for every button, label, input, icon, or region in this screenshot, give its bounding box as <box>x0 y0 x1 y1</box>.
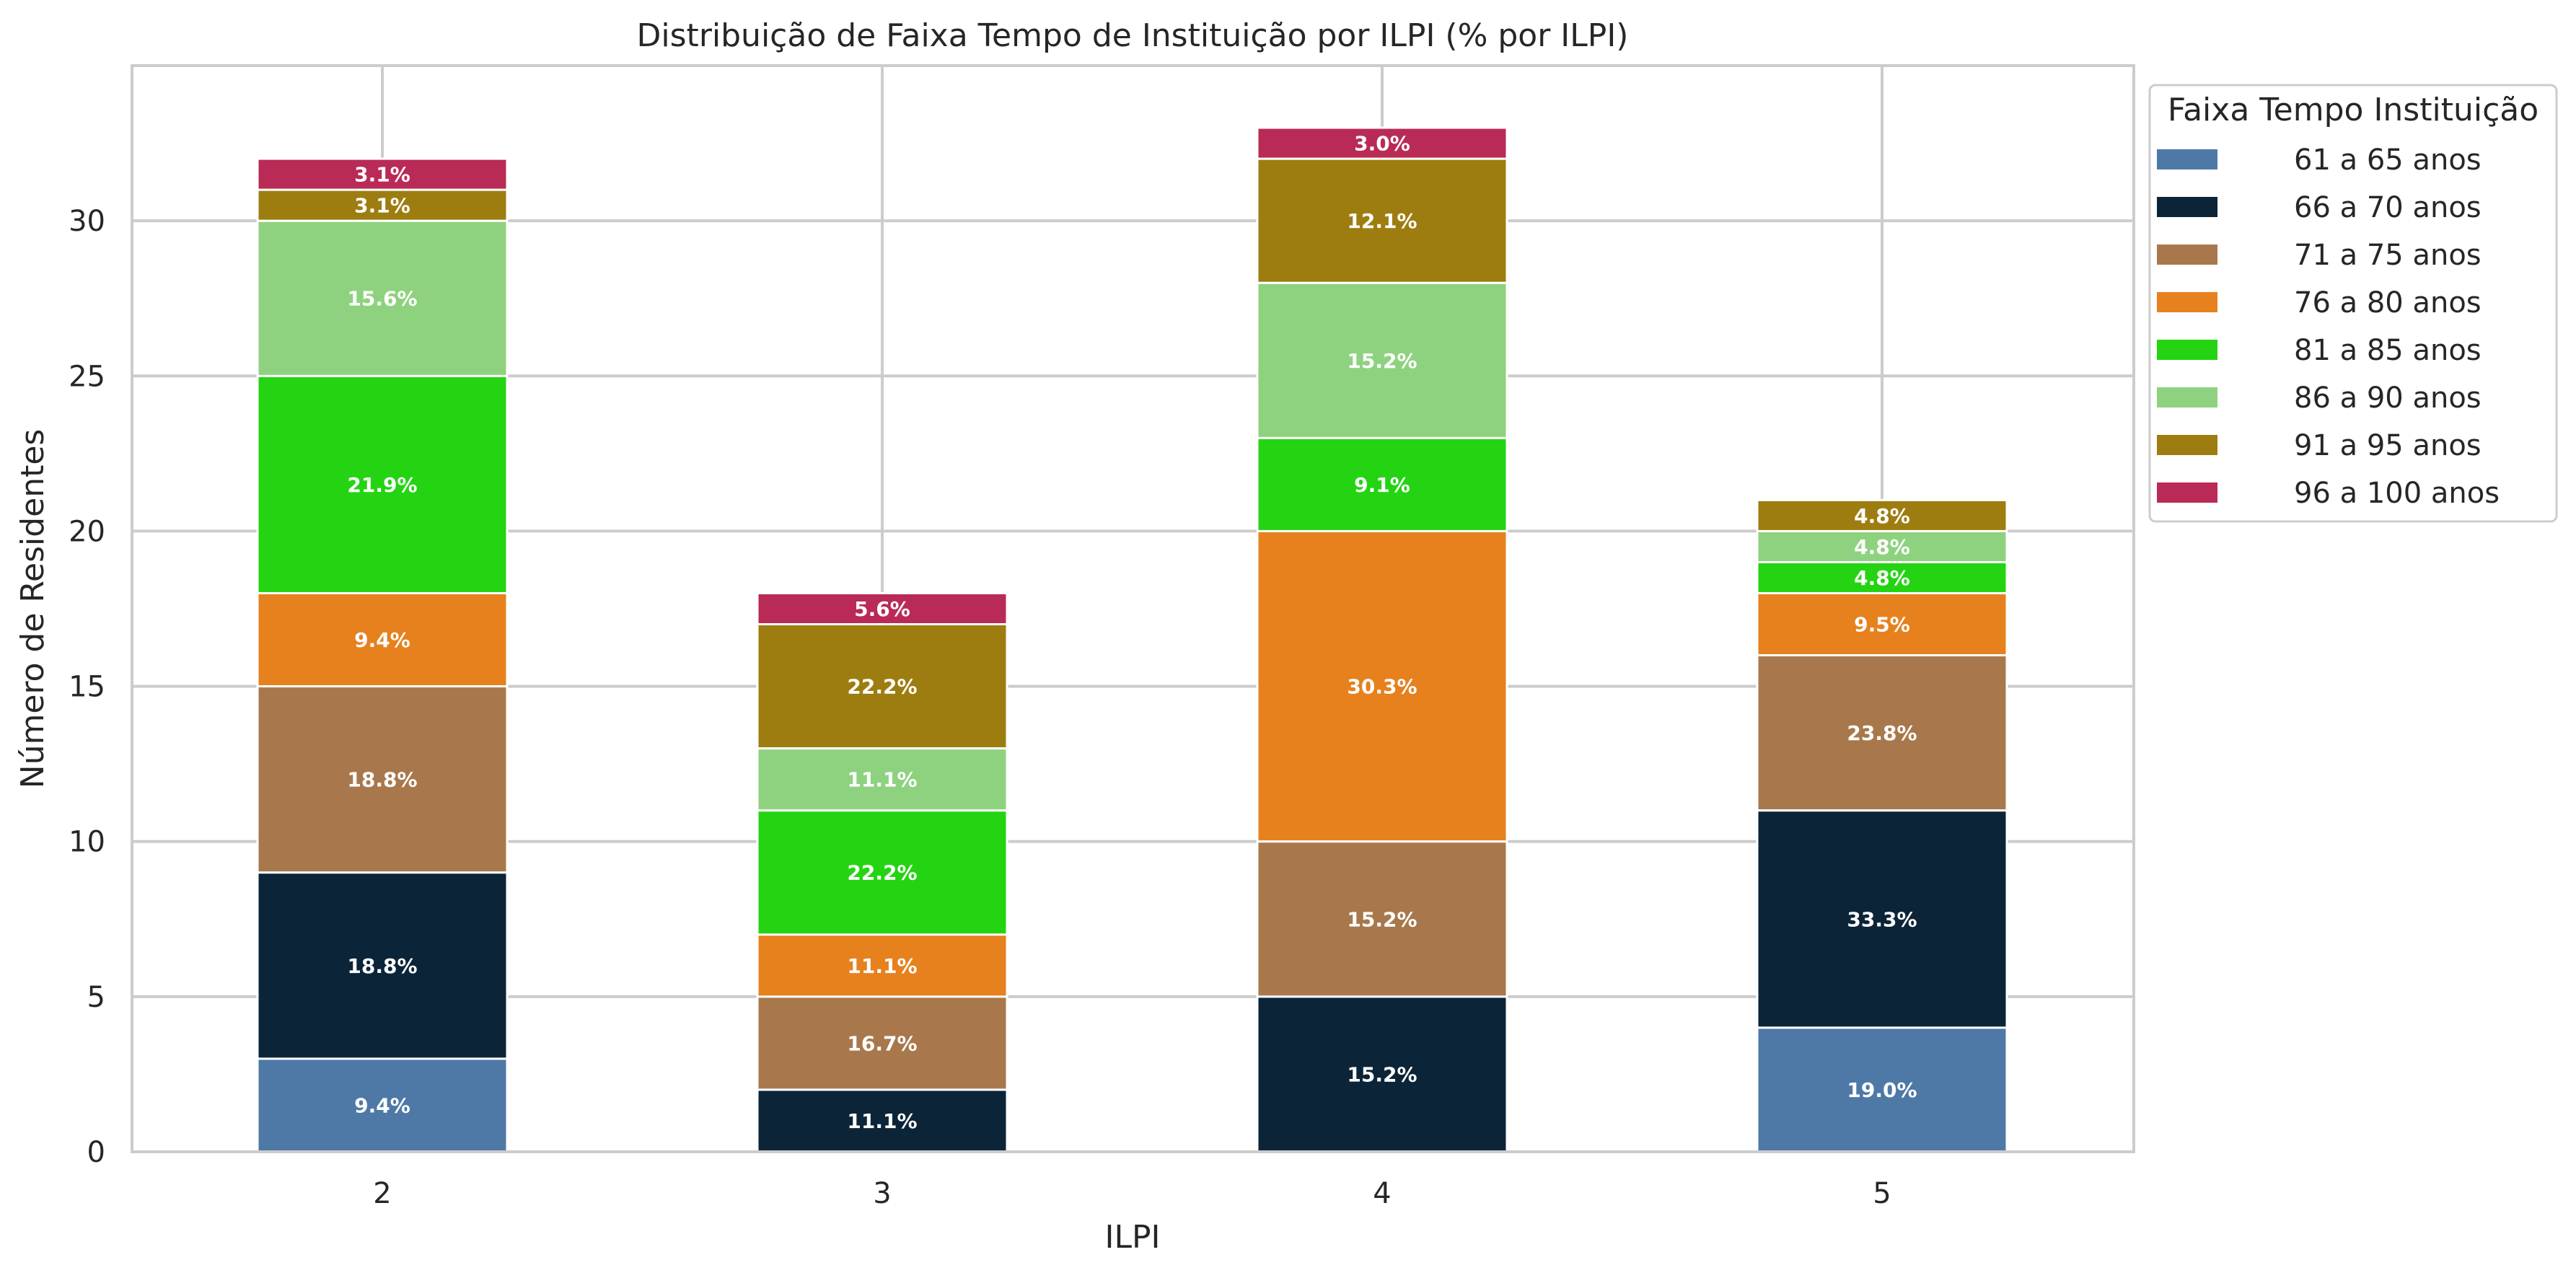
bar-segment-label: 11.1% <box>847 1109 917 1133</box>
tick-labels: 0 5 10 15 20 25 30 2 3 4 5 <box>69 205 1891 1210</box>
bar-segment <box>756 623 1008 750</box>
legend-box <box>2148 84 2558 523</box>
y-tick-label: 20 <box>69 515 105 548</box>
y-tick-label: 0 <box>87 1136 105 1169</box>
bar-segment-label: 5.6% <box>854 597 910 621</box>
legend-item-label: 81 a 85 anos <box>2294 334 2482 367</box>
bar-segment-label: 3.1% <box>354 163 410 187</box>
bar-segment <box>256 1057 509 1153</box>
legend-item-label: 66 a 70 anos <box>2294 191 2482 224</box>
bar-segment-label: 9.5% <box>1854 613 1910 637</box>
x-axis-label: ILPI <box>1105 1219 1161 1256</box>
y-tick-label: 5 <box>87 981 105 1014</box>
legend-swatch <box>2157 387 2217 407</box>
bar-segment-label: 11.1% <box>847 954 917 978</box>
legend-item-label: 71 a 75 anos <box>2294 239 2482 272</box>
bar-segment <box>1756 498 2008 532</box>
bar-segment-label: 9.4% <box>354 1093 410 1117</box>
bar-segment <box>1256 529 1508 843</box>
bar-segment-label: 22.2% <box>847 861 917 885</box>
bar-segment <box>1756 560 2008 594</box>
bar-segment <box>1756 654 2008 812</box>
bar-segment <box>256 219 509 377</box>
chart-title: Distribuição de Faixa Tempo de Instituiç… <box>637 17 1629 54</box>
y-tick-label: 15 <box>69 671 105 704</box>
legend-swatch <box>2157 197 2217 217</box>
bar-segment <box>1256 995 1508 1153</box>
segment-labels: 9.4% 19.0% 18.8% 11.1% 15.2% 33.3% 18.8% 16.7% 1… <box>347 132 1917 1133</box>
bar-segment-label: 4.8% <box>1854 504 1910 528</box>
bar-segment <box>256 591 509 688</box>
legend-title: Faixa Tempo Instituição <box>2168 92 2538 128</box>
plot-frame <box>131 64 2135 1153</box>
bar-segment <box>756 747 1008 812</box>
bar-segment-label: 21.9% <box>347 473 417 497</box>
legend-swatch <box>2157 340 2217 360</box>
x-tick-label: 2 <box>373 1177 391 1210</box>
bar-segment <box>1256 126 1508 160</box>
bar-segment-label: 3.1% <box>354 194 410 218</box>
bar-segment-label: 12.1% <box>1347 209 1417 233</box>
bar-segment <box>1256 840 1508 998</box>
bar-segment-label: 3.0% <box>1354 132 1410 156</box>
y-tick-label: 10 <box>69 826 105 859</box>
x-tick-label: 3 <box>873 1177 891 1210</box>
bar-segment <box>756 933 1008 998</box>
y-axis-label: Número de Residentes <box>14 429 51 789</box>
legend-item-label: 96 a 100 anos <box>2294 477 2500 510</box>
bar-segment-label: 4.8% <box>1854 566 1910 590</box>
legend: Faixa Tempo Instituição 61 a 65 anos 66 a… <box>2148 84 2558 523</box>
legend-swatch <box>2157 292 2217 312</box>
legend-swatch <box>2157 435 2217 455</box>
bar-segment-label: 33.3% <box>1847 907 1917 931</box>
bar-segment <box>1756 591 2008 657</box>
y-tick-label: 30 <box>69 205 105 238</box>
bar-segment-label: 9.1% <box>1354 473 1410 497</box>
bar-segment-label: 22.2% <box>847 675 917 699</box>
bars <box>256 126 2008 1153</box>
legend-item-label: 76 a 80 anos <box>2294 286 2482 320</box>
bar-segment-label: 15.6% <box>347 287 417 311</box>
bar-segment <box>756 591 1008 626</box>
bar-segment <box>256 685 509 874</box>
bar-segment-label: 15.2% <box>1347 907 1417 931</box>
bar-segment <box>756 809 1008 936</box>
bar-segment <box>756 995 1008 1091</box>
bar-segment-label: 9.4% <box>354 628 410 652</box>
bar-segment <box>256 188 509 222</box>
legend-item-label: 91 a 95 anos <box>2294 429 2482 462</box>
y-tick-label: 25 <box>69 360 105 393</box>
bar-segment <box>256 157 509 191</box>
legend-swatch <box>2157 149 2217 169</box>
bar-segment <box>1756 809 2008 1029</box>
x-tick-label: 5 <box>1873 1177 1891 1210</box>
legend-swatch <box>2157 244 2217 265</box>
bar-segment-label: 11.1% <box>847 768 917 792</box>
legend-item-label: 86 a 90 anos <box>2294 382 2482 415</box>
bar-segment-label: 18.8% <box>347 768 417 792</box>
bar-segment <box>756 1088 1008 1153</box>
bar-segment-label: 18.8% <box>347 954 417 978</box>
bar-segment <box>1256 157 1508 284</box>
bar-segment-label: 23.8% <box>1847 721 1917 745</box>
legend-item-label: 61 a 65 anos <box>2294 144 2482 177</box>
bar-segment <box>1256 436 1508 532</box>
bar-segment <box>1756 1026 2008 1153</box>
legend-swatch <box>2157 482 2217 503</box>
bar-segment-label: 30.3% <box>1347 675 1417 699</box>
bar-segment <box>256 871 509 1060</box>
x-tick-label: 4 <box>1373 1177 1391 1210</box>
bar-segment-label: 15.2% <box>1347 349 1417 373</box>
bar-segment-label: 16.7% <box>847 1031 917 1055</box>
bar-segment-label: 4.8% <box>1854 535 1910 559</box>
bar-segment-label: 19.0% <box>1847 1078 1917 1102</box>
bar-segment <box>256 374 509 594</box>
bar-segment-label: 15.2% <box>1347 1062 1417 1086</box>
